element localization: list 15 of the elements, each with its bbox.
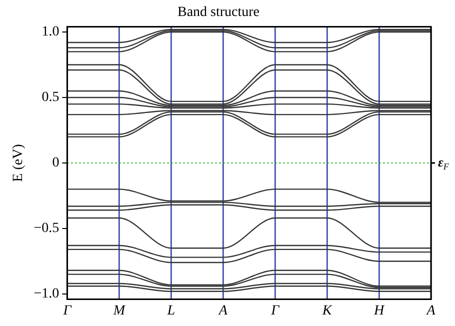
x-tick-label: K xyxy=(321,303,332,318)
x-tick-label: A xyxy=(426,303,436,318)
y-tick-label: 0.5 xyxy=(42,90,60,106)
chart-title: Band structure xyxy=(177,5,260,20)
x-tick-label: Γ xyxy=(62,303,72,318)
y-axis-title: E (eV) xyxy=(11,144,26,182)
x-tick-label: L xyxy=(166,303,176,318)
x-tick-label: A xyxy=(218,303,228,318)
y-tick-label: 0 xyxy=(52,156,60,171)
y-tick-label: −0.5 xyxy=(34,221,60,236)
x-tick-label: M xyxy=(112,303,126,318)
x-tick-label: Γ xyxy=(270,303,280,318)
y-tick-label: −1.0 xyxy=(34,286,60,302)
x-tick-label: H xyxy=(372,303,385,318)
y-tick-label: 1.0 xyxy=(42,24,60,40)
